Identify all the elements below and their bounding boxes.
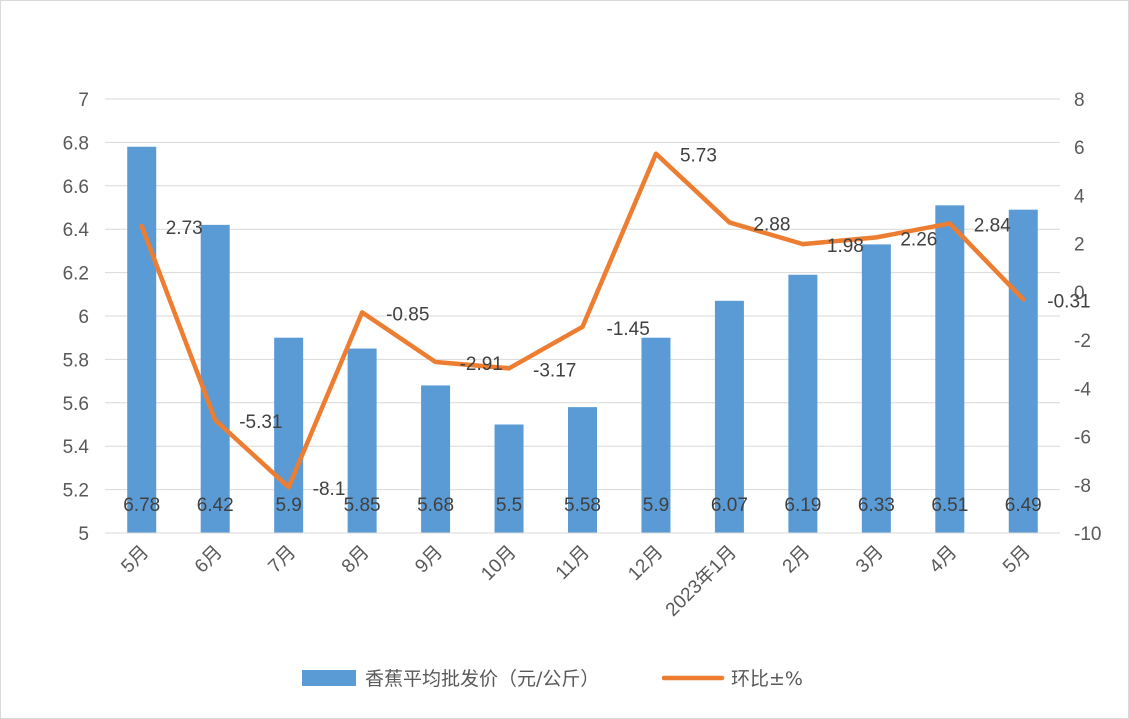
x-tick-label: 2023年1月 — [661, 541, 741, 621]
y-left-tick-label: 7 — [78, 90, 89, 111]
y-right-tick-label: 4 — [1074, 186, 1085, 207]
y-left-tick-label: 5.8 — [63, 350, 89, 371]
line-value-label: -3.17 — [533, 360, 576, 381]
y-right-tick-label: -6 — [1074, 428, 1091, 449]
y-left-tick-label: 5.4 — [63, 437, 90, 458]
bar — [200, 224, 230, 534]
bar-value-label: 6.42 — [197, 495, 234, 516]
bar — [861, 244, 891, 533]
y-right-tick-label: 2 — [1074, 235, 1085, 256]
bar-value-label: 6.19 — [784, 495, 821, 516]
line-value-label: 2.26 — [900, 229, 937, 250]
line-value-label: -5.31 — [239, 412, 282, 433]
x-tick-label: 10月 — [477, 542, 520, 585]
x-tick-label: 12月 — [624, 542, 667, 585]
bar — [494, 424, 524, 533]
data-labels: 6.78 6.42 5.9 5.85 5.68 5.5 5.58 5.9 6.07 6.19 6.3… — [123, 146, 1090, 516]
bar-value-label: 6.49 — [1005, 495, 1042, 516]
line-value-label: 2.73 — [166, 218, 203, 239]
bar — [788, 274, 818, 533]
x-tick-label: 9月 — [411, 542, 447, 578]
bar — [1008, 209, 1038, 534]
bar — [935, 205, 965, 533]
y-left-tick-label: 5.6 — [63, 394, 89, 415]
bar — [714, 300, 744, 533]
bar-value-label: 5.9 — [643, 495, 669, 516]
y-left-tick-label: 5.2 — [63, 481, 89, 502]
bar — [127, 146, 157, 534]
line-value-label: 1.98 — [827, 236, 864, 257]
line-series — [139, 151, 1026, 490]
bar — [421, 385, 451, 533]
x-tick-label: 5月 — [118, 542, 154, 578]
y-left-tick-label: 6.6 — [63, 177, 89, 198]
x-tick-label: 6月 — [191, 542, 227, 578]
x-tick-label: 11月 — [552, 542, 594, 584]
y-left-tick-label: 6.4 — [63, 220, 90, 241]
x-tick-label: 4月 — [926, 542, 962, 578]
x-tick-label: 5月 — [999, 542, 1035, 578]
y-left-tick-label: 6 — [78, 307, 89, 328]
line-value-label: -8.1 — [313, 479, 346, 500]
x-tick-label: 7月 — [264, 542, 300, 578]
line-value-label: -0.31 — [1047, 291, 1090, 312]
bar-value-label: 6.51 — [931, 495, 968, 516]
y-right-tick-label: -4 — [1074, 379, 1091, 400]
y-left-tick-label: 6.2 — [63, 264, 89, 285]
bar-value-label: 6.07 — [711, 495, 748, 516]
line-value-label: -1.45 — [607, 319, 650, 340]
bar-value-label: 5.5 — [496, 495, 522, 516]
legend-label-line: 环比±% — [731, 668, 803, 690]
line-value-label: 5.73 — [680, 146, 717, 167]
legend-swatch-bars — [302, 670, 356, 686]
y-left-tick-label: 6.8 — [63, 133, 89, 154]
line-value-label: 2.88 — [753, 214, 790, 235]
y-right-tick-label: -8 — [1074, 476, 1091, 497]
bar-value-label: 5.68 — [417, 495, 454, 516]
x-tick-label: 2月 — [779, 542, 815, 578]
bar-value-label: 5.58 — [564, 495, 601, 516]
bar-value-label: 5.9 — [275, 495, 301, 516]
bar-value-label: 5.85 — [344, 495, 381, 516]
y-right-tick-label: 0 — [1074, 283, 1085, 304]
y-right-tick-label: -2 — [1074, 331, 1091, 352]
line-value-label: -0.85 — [386, 304, 429, 325]
bar — [274, 337, 304, 533]
line-value-label: 2.84 — [974, 215, 1011, 236]
bar — [641, 337, 671, 533]
legend-label-bars: 香蕉平均批发价（元/公斤） — [365, 668, 599, 690]
line-value-label: -2.91 — [460, 354, 503, 375]
x-tick-label: 3月 — [852, 542, 888, 578]
y-left-tick-label: 5 — [78, 524, 89, 545]
bar-value-label: 6.33 — [858, 495, 895, 516]
x-tick-label: 8月 — [338, 542, 374, 578]
y-right-tick-label: 8 — [1074, 90, 1085, 111]
y-right-tick-label: 6 — [1074, 138, 1085, 159]
bar-series — [127, 146, 1038, 534]
legend: 香蕉平均批发价（元/公斤） 环比±% — [302, 668, 803, 690]
y-right-tick-label: -10 — [1074, 524, 1101, 545]
bar — [347, 348, 377, 533]
bar-value-label: 6.78 — [123, 495, 160, 516]
bar — [568, 407, 597, 533]
